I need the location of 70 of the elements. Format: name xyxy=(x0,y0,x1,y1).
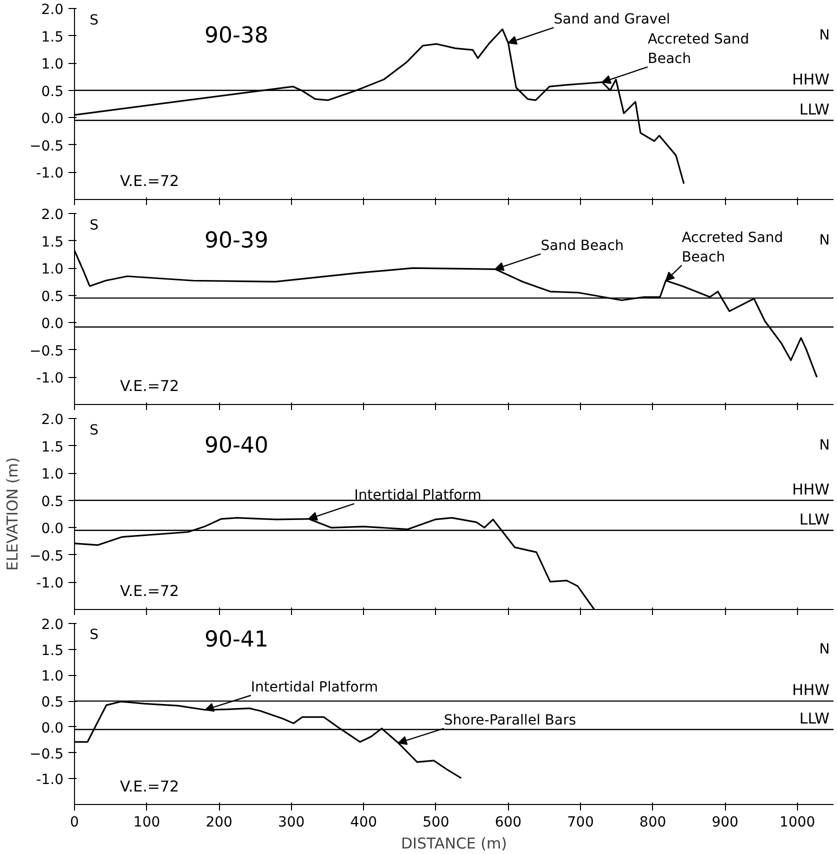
x-tick-label: 700 xyxy=(567,814,594,830)
x-tick-label: 400 xyxy=(350,814,378,830)
y-tick-label: 0.0 xyxy=(41,720,64,736)
annotation: S xyxy=(90,627,99,644)
y-tick-label: 1.0 xyxy=(41,668,64,685)
annotation: Accreted Sand Beach xyxy=(648,32,750,67)
annotation: V.E.=72 xyxy=(120,172,180,190)
y-tick-label: 0.0 xyxy=(41,521,64,538)
x-tick-label: 300 xyxy=(278,814,305,830)
x-axis-title: DISTANCE (m) xyxy=(400,834,508,852)
annotation: Sand and Gravel xyxy=(554,12,670,28)
annotation: S xyxy=(90,217,99,234)
annotation: V.E.=72 xyxy=(120,582,180,600)
x-tick-label: 1000 xyxy=(780,814,816,830)
text: 90-39 xyxy=(204,228,268,254)
y-tick-label: -1.0 xyxy=(36,166,64,182)
chart-title: 90-41 xyxy=(204,628,268,652)
y-tick-label: −0.5 xyxy=(30,548,64,564)
annotation: N xyxy=(819,28,830,44)
annotation: S xyxy=(90,422,99,438)
x-tick-label: 100 xyxy=(133,814,160,830)
y-tick-label: -1.0 xyxy=(36,576,64,592)
annotation: N xyxy=(819,438,830,454)
annotation: Intertidal Platform xyxy=(354,488,482,504)
y-axis-title: ELEVATION (m) xyxy=(4,457,22,571)
annotation: S xyxy=(90,12,99,28)
x-tick-label: 800 xyxy=(639,814,666,830)
annotation: N xyxy=(819,642,830,658)
y-tick-label: 0.5 xyxy=(41,84,64,100)
y-tick-label: -1.0 xyxy=(36,772,64,788)
annotation: Accreted Sand Beach xyxy=(682,230,784,266)
x-tick-label: 200 xyxy=(206,814,232,830)
ref-line-label: LLW xyxy=(799,710,830,728)
y-tick-label: 1.0 xyxy=(41,466,64,483)
annotation: Shore-Parallel Bars xyxy=(444,712,576,728)
y-tick-label: 2.0 xyxy=(41,2,64,18)
y-tick-label: 2.0 xyxy=(41,207,64,223)
annotation: Intertidal Platform xyxy=(250,679,378,696)
ref-line-label: LLW xyxy=(799,510,830,528)
y-tick-label: 0.0 xyxy=(41,111,64,128)
annotation: Sand Beach xyxy=(540,238,624,254)
ref-line-label: HHW xyxy=(792,70,830,88)
y-tick-label: 1.5 xyxy=(41,29,64,46)
x-tick-label: 500 xyxy=(422,814,450,830)
text: 90-38 xyxy=(204,24,268,48)
y-tick-label: 1.5 xyxy=(41,234,64,250)
y-tick-label: 2.0 xyxy=(41,412,64,428)
y-tick-label: −0.5 xyxy=(30,746,64,762)
y-tick-label: −0.5 xyxy=(30,138,64,154)
annotation: N xyxy=(819,232,830,249)
x-tick-label: 0 xyxy=(70,814,79,830)
y-tick-label: 1.5 xyxy=(41,642,64,659)
ref-line-label: HHW xyxy=(792,480,830,498)
y-tick-label: 1.0 xyxy=(41,56,64,73)
annotation: V.E.=72 xyxy=(120,777,180,796)
annotation: V.E.=72 xyxy=(120,376,180,395)
y-tick-label: 1.5 xyxy=(41,439,64,456)
ref-line-label: LLW xyxy=(799,100,830,118)
x-tick-label: 900 xyxy=(712,814,738,830)
y-tick-label: 0.5 xyxy=(41,288,64,305)
y-tick-label: 0.5 xyxy=(41,694,64,711)
y-tick-label: 2.0 xyxy=(41,617,64,633)
y-tick-label: -1.0 xyxy=(36,370,64,387)
y-tick-label: 0.0 xyxy=(41,316,64,332)
ref-line-label: HHW xyxy=(792,681,830,700)
y-tick-label: 0.5 xyxy=(41,494,64,510)
x-tick-label: 600 xyxy=(494,814,522,830)
text: 90-40 xyxy=(204,434,268,458)
y-tick-label: 1.0 xyxy=(41,262,64,278)
y-tick-label: −0.5 xyxy=(30,343,64,360)
